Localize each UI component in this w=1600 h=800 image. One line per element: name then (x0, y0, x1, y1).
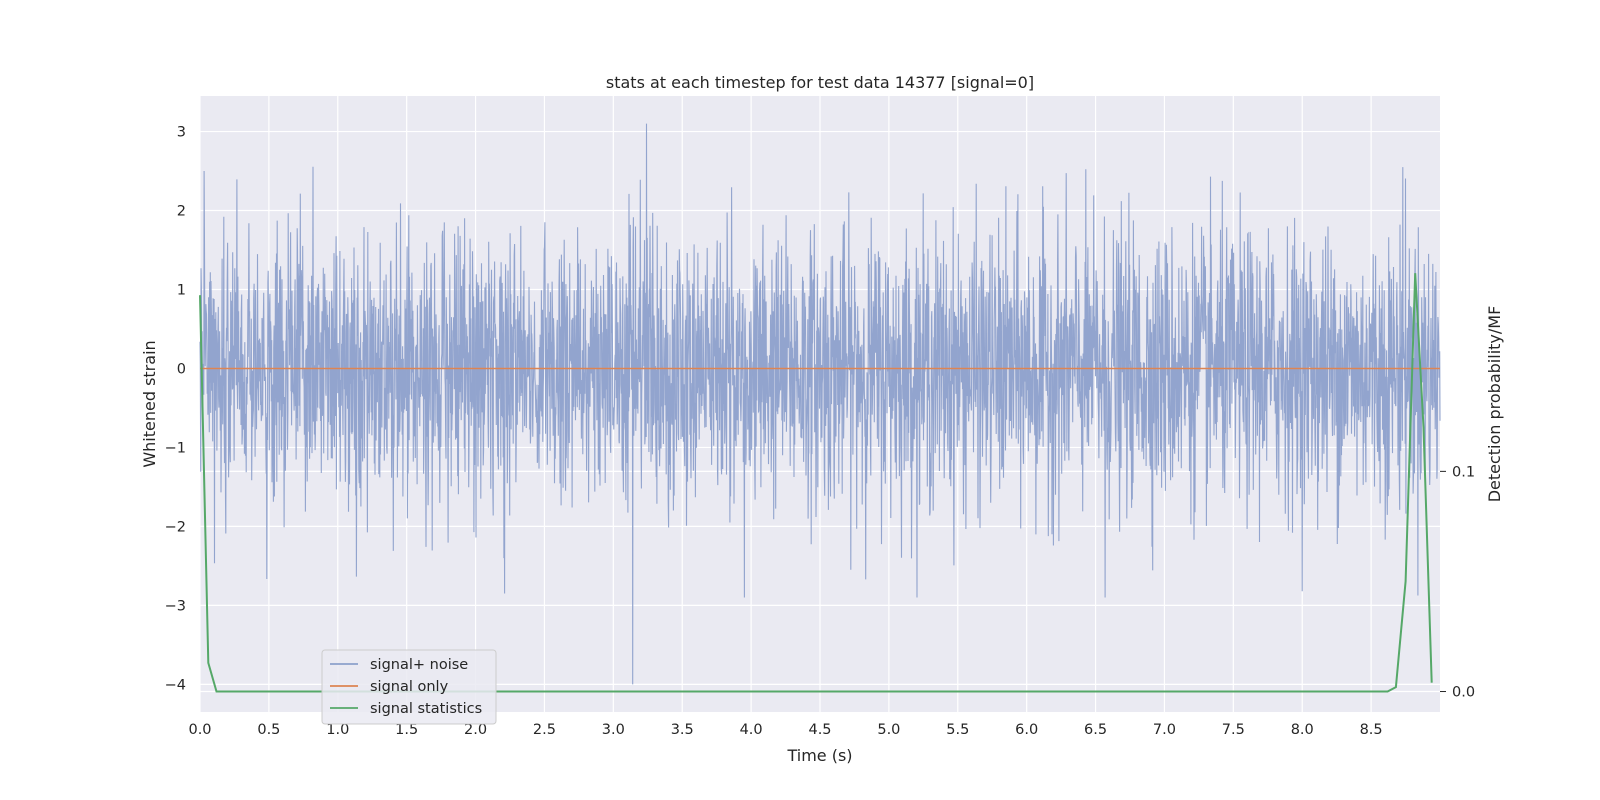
x-tick-label: 2.5 (533, 722, 556, 738)
y-tick-label: −3 (165, 598, 186, 614)
y-axis-ticks: 3 2 1 0 −1 −2 −3 −4 (165, 125, 186, 694)
chart-title: stats at each timestep for test data 143… (606, 73, 1034, 92)
legend-box (321, 649, 497, 725)
y-tick-label: 1 (177, 282, 186, 298)
signal-statistics-series (199, 273, 1433, 693)
y-tick-label: 3 (177, 125, 186, 141)
x-tick-label: 8.5 (1360, 722, 1383, 738)
x-tick-label: 2.0 (464, 722, 487, 738)
legend-label-signal-only: signal only (370, 679, 449, 695)
x-axis-label: Time (s) (786, 746, 852, 765)
x-tick-label: 3.5 (671, 722, 694, 738)
x-axis-ticks: 0.0 0.5 1.0 1.5 2.0 2.5 3.0 3.5 4.0 4.5 5.0 5.5 6.0 6… (188, 722, 1382, 738)
signal-statistics-line (199, 273, 1433, 693)
y-tick-label: 0 (177, 361, 186, 377)
x-tick-label: 4.5 (808, 722, 831, 738)
x-tick-label: 1.5 (395, 722, 418, 738)
x-tick-label: 6.5 (1084, 722, 1107, 738)
y-tick-label: −1 (165, 440, 186, 456)
x-tick-label: 7.5 (1222, 722, 1245, 738)
y2-tick-label: 0.0 (1452, 685, 1475, 701)
x-tick-label: 0.0 (188, 722, 211, 738)
y-axis-label: Whitened strain (140, 340, 159, 467)
y2-axis-ticks: 0.1 0.0 (1440, 464, 1475, 701)
y-tick-label: −2 (165, 519, 186, 535)
x-tick-label: 5.0 (877, 722, 900, 738)
y-tick-label: −4 (165, 677, 186, 693)
x-tick-label: 8.0 (1291, 722, 1314, 738)
legend: signal+ noise signal only signal statist… (321, 649, 497, 725)
signal-noise-series (199, 123, 1441, 685)
legend-label-signal-noise: signal+ noise (370, 657, 468, 673)
x-tick-label: 1.0 (326, 722, 349, 738)
x-tick-label: 0.5 (257, 722, 280, 738)
y2-tick-label: 0.1 (1452, 464, 1475, 480)
x-tick-label: 5.5 (946, 722, 969, 738)
y-tick-label: 2 (177, 204, 186, 220)
legend-label-signal-statistics: signal statistics (370, 701, 482, 717)
y2-axis-label: Detection probability/MF (1485, 306, 1504, 503)
x-tick-label: 3.0 (602, 722, 625, 738)
signal-noise-line (199, 123, 1441, 685)
x-tick-label: 7.0 (1153, 722, 1176, 738)
x-tick-label: 6.0 (1015, 722, 1038, 738)
x-tick-label: 4.0 (740, 722, 763, 738)
